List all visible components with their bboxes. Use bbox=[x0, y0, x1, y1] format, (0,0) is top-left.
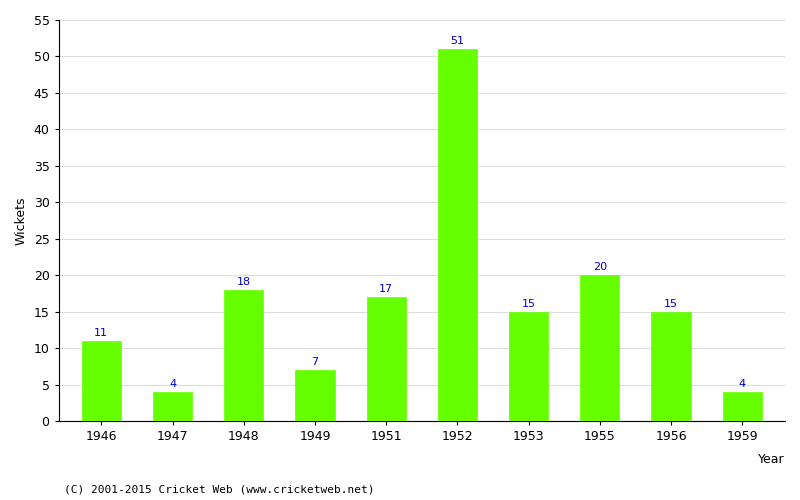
Bar bbox=[580, 276, 619, 421]
Bar bbox=[224, 290, 263, 421]
Text: (C) 2001-2015 Cricket Web (www.cricketweb.net): (C) 2001-2015 Cricket Web (www.cricketwe… bbox=[64, 485, 374, 495]
Text: 18: 18 bbox=[237, 277, 251, 287]
Text: 15: 15 bbox=[522, 299, 536, 309]
Bar bbox=[509, 312, 548, 421]
Bar bbox=[438, 49, 477, 421]
Bar bbox=[153, 392, 192, 421]
Bar bbox=[366, 297, 406, 421]
Bar bbox=[651, 312, 690, 421]
Text: 17: 17 bbox=[379, 284, 394, 294]
Text: 51: 51 bbox=[450, 36, 465, 46]
Bar bbox=[295, 370, 334, 421]
Text: 20: 20 bbox=[593, 262, 607, 272]
Text: 4: 4 bbox=[738, 379, 746, 389]
Text: 7: 7 bbox=[311, 357, 318, 367]
Bar bbox=[82, 341, 121, 421]
Text: 15: 15 bbox=[664, 299, 678, 309]
Text: 11: 11 bbox=[94, 328, 108, 338]
Bar bbox=[722, 392, 762, 421]
Y-axis label: Wickets: Wickets bbox=[15, 196, 28, 245]
Text: 4: 4 bbox=[169, 379, 176, 389]
Text: Year: Year bbox=[758, 454, 785, 466]
